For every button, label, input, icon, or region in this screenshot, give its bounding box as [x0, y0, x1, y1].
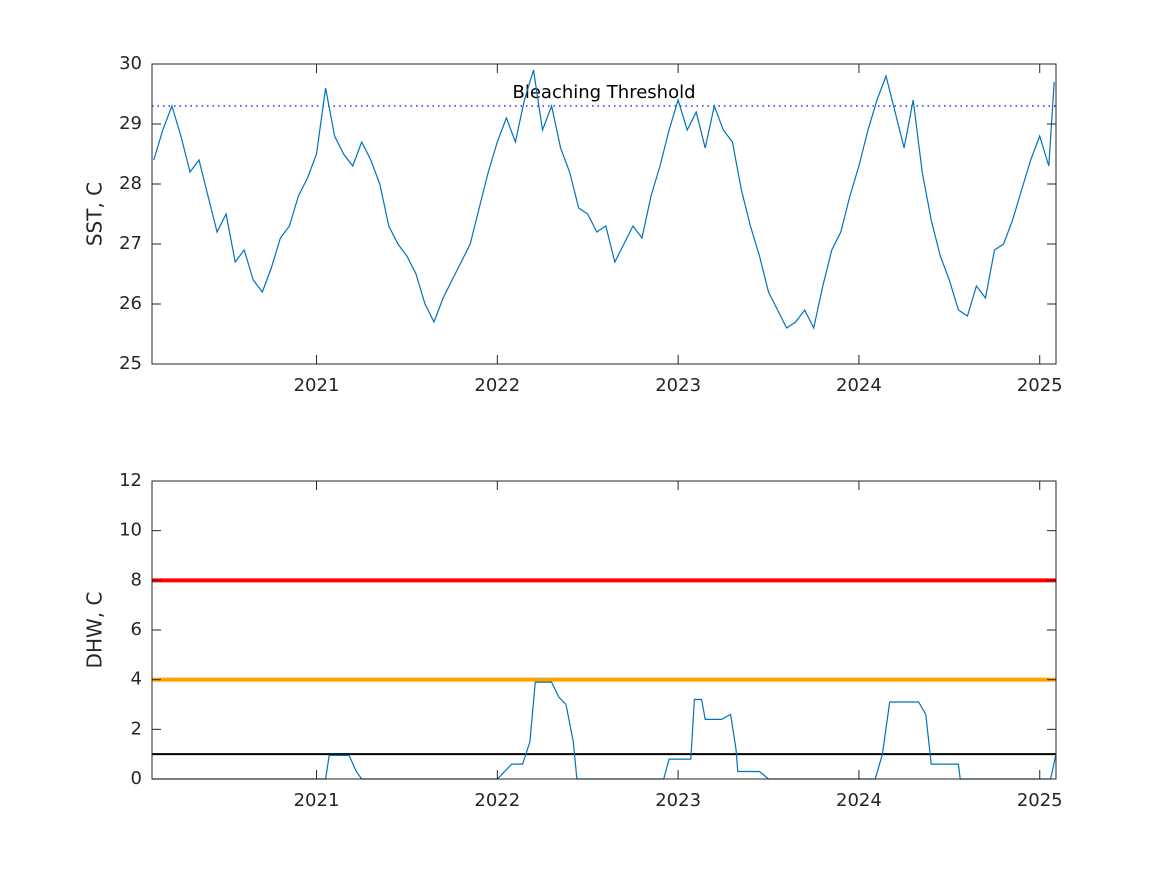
x-tick-label: 2024 [836, 790, 882, 811]
x-tick-label: 2022 [474, 375, 520, 396]
sst-line [152, 681, 1057, 780]
y-tick-label: 12 [119, 470, 142, 491]
axes-background [152, 64, 1056, 364]
annotation: Bleaching Threshold [512, 82, 695, 103]
y-tick-label: 30 [119, 53, 142, 74]
y-tick-label: 2 [131, 718, 142, 739]
x-tick-label: 2021 [294, 790, 340, 811]
x-tick-label: 2024 [836, 375, 882, 396]
y-tick-label: 8 [131, 569, 142, 590]
y-tick-label: 0 [131, 768, 142, 789]
x-tick-label: 2022 [474, 790, 520, 811]
x-tick-label: 2021 [294, 375, 340, 396]
x-tick-label: 2023 [655, 375, 701, 396]
axes-frame [151, 63, 1057, 365]
y-tick-label: 28 [119, 173, 142, 194]
y-axis-label: DHW, C [83, 592, 107, 669]
x-tick-label: 2025 [1017, 790, 1063, 811]
sst-line [153, 69, 1055, 330]
y-tick-label: 4 [131, 669, 142, 690]
y-tick-label: 29 [119, 113, 142, 134]
x-tick-label: 2025 [1017, 375, 1063, 396]
axes-background [152, 481, 1056, 779]
x-tick-label: 2023 [655, 790, 701, 811]
y-tick-label: 27 [119, 233, 142, 254]
y-tick-label: 26 [119, 293, 142, 314]
y-tick-label: 25 [119, 353, 142, 374]
y-axis-label: SST, C [83, 182, 107, 246]
y-tick-label: 6 [131, 619, 142, 640]
y-tick-label: 10 [119, 520, 142, 541]
